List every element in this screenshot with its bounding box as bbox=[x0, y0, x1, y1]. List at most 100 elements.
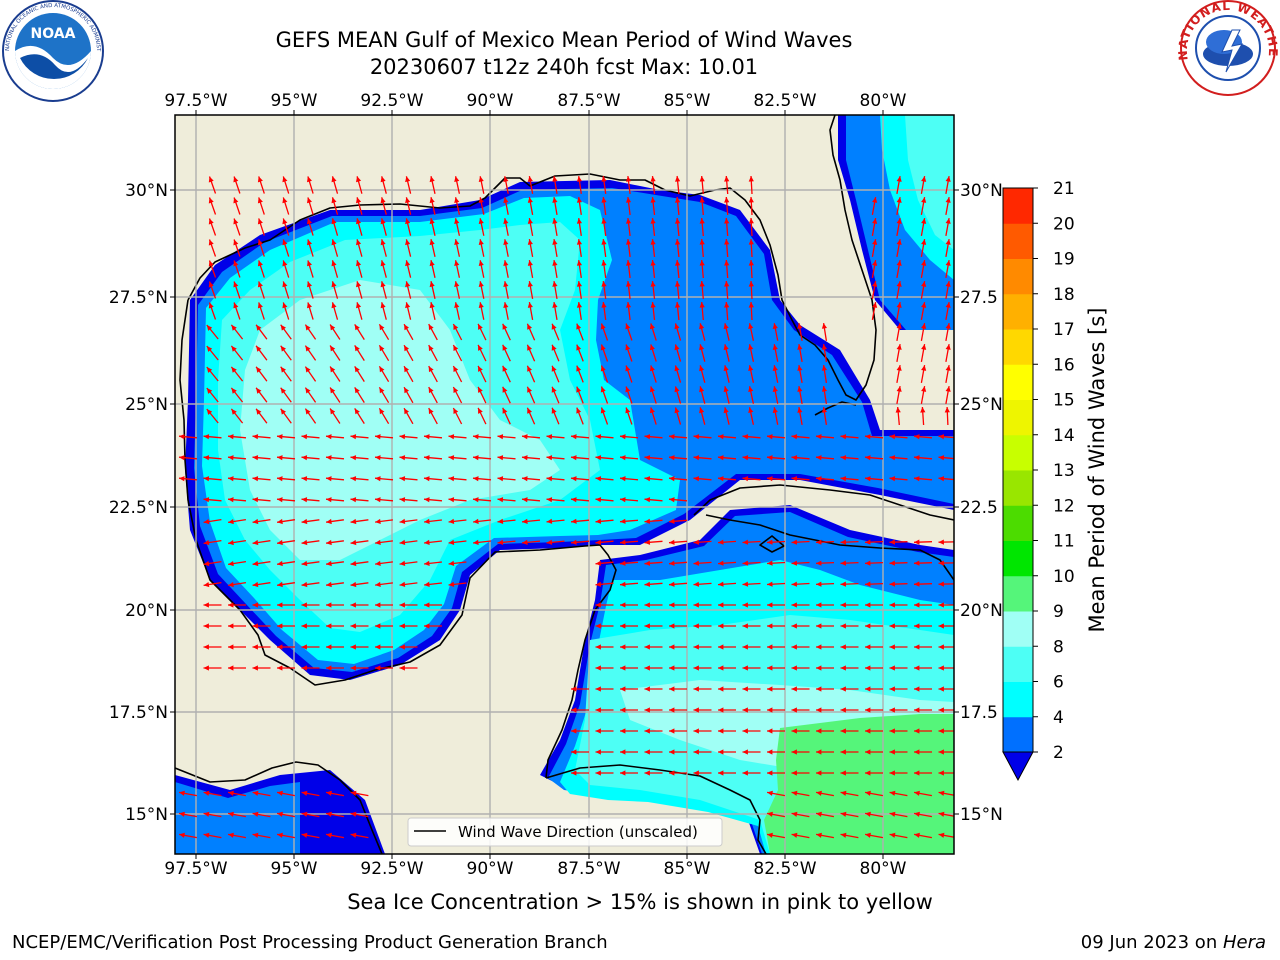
wind-wave-arrowhead bbox=[938, 790, 945, 796]
wind-wave-arrowhead bbox=[644, 728, 650, 734]
wind-wave-arrowhead bbox=[404, 408, 409, 415]
wind-wave-arrowhead bbox=[816, 476, 822, 482]
wind-wave-arrowhead bbox=[748, 281, 754, 287]
wind-wave-arrowhead bbox=[840, 602, 846, 608]
wind-wave-arrowhead bbox=[840, 832, 847, 838]
wind-wave-arrowhead bbox=[256, 324, 262, 331]
colorbar-segment bbox=[1003, 223, 1033, 259]
wind-wave-arrowhead bbox=[502, 386, 508, 393]
wind-wave-arrowhead bbox=[252, 560, 259, 567]
wind-wave-arrowhead bbox=[231, 345, 237, 352]
wind-wave-arrowhead bbox=[571, 497, 577, 503]
wind-wave-arrowhead bbox=[326, 476, 332, 482]
wind-wave-arrowhead bbox=[840, 749, 846, 755]
wind-wave-arrowhead bbox=[600, 407, 606, 414]
wind-wave-arrowhead bbox=[208, 260, 214, 267]
wind-wave-arrowhead bbox=[379, 345, 385, 352]
wind-wave-arrowhead bbox=[816, 623, 822, 629]
footer-date-text: 09 Jun 2023 on bbox=[1080, 932, 1223, 953]
wind-wave-arrowhead bbox=[354, 366, 360, 373]
wind-wave-arrowhead bbox=[399, 560, 406, 566]
wind-wave-arrowhead bbox=[448, 560, 455, 566]
wind-wave-arrowhead bbox=[454, 239, 460, 245]
wind-wave-arrowhead bbox=[693, 644, 699, 650]
wind-wave-arrowhead bbox=[280, 345, 286, 352]
wind-wave-arrowhead bbox=[791, 644, 797, 650]
wind-wave-arrowhead bbox=[552, 302, 558, 308]
wind-wave-arrowhead bbox=[767, 539, 773, 545]
wind-wave-arrowhead bbox=[330, 324, 336, 331]
wind-wave-arrowhead bbox=[742, 623, 748, 629]
wind-wave-arrowhead bbox=[650, 302, 656, 308]
colorbar-tick-label: 15 bbox=[1053, 391, 1075, 411]
wind-wave-arrowhead bbox=[742, 434, 749, 440]
wind-wave-arrowhead bbox=[840, 581, 846, 587]
wind-wave-arrowhead bbox=[914, 770, 920, 776]
colorbar-tick-label: 9 bbox=[1053, 602, 1064, 622]
wind-wave-arrowhead bbox=[938, 665, 944, 671]
wind-wave-arrowhead bbox=[699, 176, 705, 182]
wind-wave-arrowhead bbox=[644, 686, 650, 692]
wind-wave-arrowhead bbox=[404, 324, 409, 331]
wind-wave-arrowhead bbox=[816, 811, 822, 817]
wind-wave-arrowhead bbox=[649, 344, 655, 351]
wind-wave-arrowhead bbox=[330, 408, 336, 415]
wind-wave-arrowhead bbox=[380, 239, 386, 246]
wind-wave-arrowhead bbox=[723, 365, 729, 372]
wind-wave-arrowhead bbox=[718, 749, 724, 755]
wind-wave-arrowhead bbox=[576, 407, 582, 414]
lat-label: 15°N bbox=[960, 805, 1003, 825]
wind-wave-arrowhead bbox=[350, 581, 357, 588]
wind-wave-arrowhead bbox=[277, 665, 283, 671]
wind-wave-arrowhead bbox=[277, 790, 283, 796]
wind-wave-arrowhead bbox=[326, 832, 332, 838]
wind-wave-arrowhead bbox=[307, 176, 312, 183]
wind-wave-arrowhead bbox=[693, 434, 700, 440]
wind-wave-arrowhead bbox=[650, 281, 656, 287]
lat-label: 30°N bbox=[960, 181, 1003, 201]
wind-wave-arrowhead bbox=[424, 476, 430, 482]
wind-wave-arrowhead bbox=[742, 749, 748, 755]
wind-wave-arrowhead bbox=[399, 644, 405, 650]
wind-wave-arrowhead bbox=[699, 344, 705, 351]
wind-wave-arrowhead bbox=[503, 239, 509, 245]
wind-wave-arrowhead bbox=[626, 281, 632, 287]
wind-wave-arrowhead bbox=[840, 539, 846, 545]
wind-wave-arrowhead bbox=[203, 540, 210, 546]
wind-wave-arrowhead bbox=[767, 790, 773, 796]
wind-wave-arrowhead bbox=[331, 260, 337, 267]
wind-wave-arrowhead bbox=[522, 455, 528, 461]
wind-wave-arrowhead bbox=[914, 665, 920, 671]
wind-wave-arrowhead bbox=[305, 408, 311, 415]
wind-wave-arrowhead bbox=[282, 197, 288, 204]
wind-wave-arrowhead bbox=[693, 602, 699, 608]
wind-wave-arrowhead bbox=[228, 434, 234, 440]
lat-label: 25°N bbox=[125, 395, 168, 415]
lat-label: 22.5 bbox=[960, 498, 998, 518]
wind-wave-arrowhead bbox=[454, 302, 460, 308]
wind-wave-arrowhead bbox=[473, 434, 479, 440]
colorbar-tick-label: 21 bbox=[1053, 179, 1075, 199]
wind-wave-arrowhead bbox=[305, 387, 311, 394]
wind-wave-arrowhead bbox=[723, 344, 729, 351]
wind-wave-arrowhead bbox=[649, 386, 655, 393]
wind-wave-arrowhead bbox=[896, 197, 902, 203]
wind-wave-arrowhead bbox=[840, 644, 846, 650]
wind-wave-arrowhead bbox=[301, 623, 307, 629]
wind-wave-arrowhead bbox=[527, 281, 533, 287]
colorbar-segment bbox=[1003, 329, 1033, 365]
wind-wave-arrowhead bbox=[840, 665, 846, 671]
wind-wave-arrowhead bbox=[252, 832, 259, 838]
wind-wave-arrowhead bbox=[350, 476, 357, 482]
wind-wave-arrowhead bbox=[921, 365, 927, 371]
wind-wave-arrowhead bbox=[203, 811, 210, 817]
wind-wave-arrowhead bbox=[252, 455, 259, 461]
wind-wave-arrowhead bbox=[865, 623, 871, 629]
wind-wave-arrowhead bbox=[375, 665, 381, 671]
wind-wave-arrowhead bbox=[233, 260, 239, 267]
wind-wave-arrowhead bbox=[914, 476, 920, 482]
wind-wave-arrowhead bbox=[277, 623, 283, 629]
wind-wave-arrowhead bbox=[231, 408, 237, 415]
wind-wave-arrowhead bbox=[699, 197, 705, 203]
wind-wave-arrowhead bbox=[791, 811, 798, 817]
